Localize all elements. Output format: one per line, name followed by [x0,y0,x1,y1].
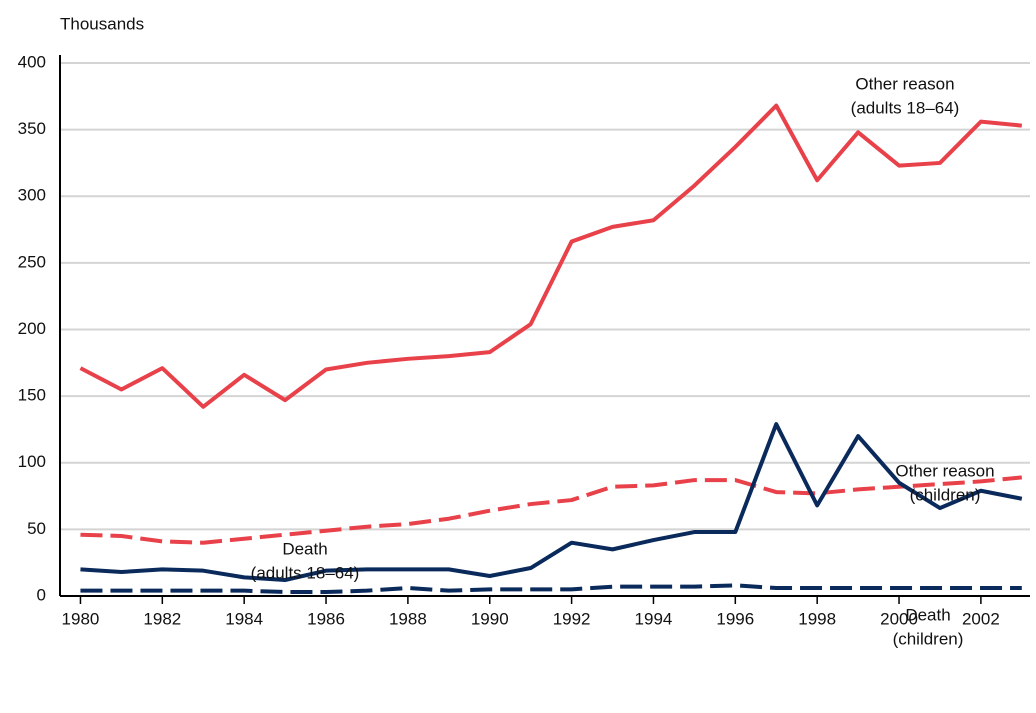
series-line [80,583,1022,595]
y-tick-label: 100 [18,452,46,471]
x-tick-label: 1994 [635,609,673,628]
y-tick-label: 400 [18,52,46,71]
x-tick-label: 1980 [62,609,100,628]
series-label: (adults 18–64) [251,563,360,582]
y-tick-label: 150 [18,386,46,405]
y-axis-label: Thousands [60,14,144,33]
x-tick-label: 1988 [389,609,427,628]
x-tick-label: 1998 [798,609,836,628]
series-label: (children) [910,485,981,504]
x-tick-label: 1990 [471,609,509,628]
y-tick-label: 300 [18,186,46,205]
x-tick-label: 1982 [143,609,181,628]
x-tick-label: 2000 [880,609,918,628]
series-label: Other reason [895,461,994,480]
series-label: Death [905,605,950,624]
series-label: Death [282,539,327,558]
series-label: (children) [893,629,964,648]
x-tick-label: 1986 [307,609,345,628]
series-label: (adults 18–64) [851,98,960,117]
series-label: Other reason [855,74,954,93]
series-line [80,475,1023,545]
x-tick-label: 2002 [962,609,1000,628]
x-tick-label: 1992 [553,609,591,628]
series-line [79,103,1023,409]
y-tick-label: 200 [18,319,46,338]
x-tick-label: 1996 [716,609,754,628]
y-tick-label: 350 [18,119,46,138]
x-tick-label: 1984 [225,609,263,628]
y-tick-label: 250 [18,252,46,271]
y-tick-label: 0 [37,585,46,604]
series-line [80,422,1023,583]
y-tick-label: 50 [27,519,46,538]
